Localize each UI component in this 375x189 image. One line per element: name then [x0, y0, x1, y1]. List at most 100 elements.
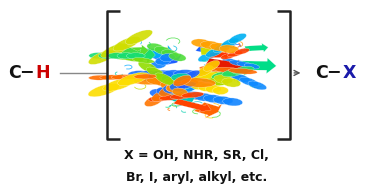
Ellipse shape [111, 54, 133, 60]
Ellipse shape [101, 43, 128, 58]
Ellipse shape [177, 82, 196, 88]
Ellipse shape [155, 57, 171, 65]
FancyArrow shape [161, 77, 188, 89]
Ellipse shape [111, 74, 134, 80]
Ellipse shape [122, 56, 144, 62]
FancyArrow shape [245, 43, 268, 52]
Ellipse shape [156, 87, 172, 96]
Ellipse shape [213, 96, 233, 104]
Ellipse shape [113, 37, 140, 51]
FancyArrow shape [192, 69, 228, 87]
Ellipse shape [222, 58, 237, 64]
FancyArrow shape [188, 71, 217, 83]
Ellipse shape [230, 60, 245, 66]
Ellipse shape [144, 96, 163, 107]
FancyArrow shape [122, 45, 148, 56]
Ellipse shape [155, 73, 175, 85]
Ellipse shape [228, 51, 243, 57]
Ellipse shape [169, 53, 186, 61]
Ellipse shape [125, 30, 153, 44]
Ellipse shape [154, 46, 171, 55]
Ellipse shape [182, 92, 204, 98]
Ellipse shape [214, 66, 233, 75]
Ellipse shape [197, 66, 213, 76]
Ellipse shape [166, 80, 184, 91]
Ellipse shape [222, 69, 244, 77]
Ellipse shape [237, 62, 252, 67]
Ellipse shape [198, 83, 214, 91]
Ellipse shape [139, 70, 162, 78]
Ellipse shape [134, 74, 156, 79]
FancyArrow shape [144, 45, 175, 62]
Ellipse shape [184, 91, 204, 100]
Ellipse shape [128, 71, 151, 78]
Ellipse shape [191, 39, 211, 47]
Ellipse shape [170, 79, 186, 88]
Ellipse shape [203, 95, 223, 103]
Ellipse shape [213, 43, 231, 53]
FancyArrow shape [194, 102, 222, 118]
Ellipse shape [98, 53, 117, 59]
Text: −: − [326, 62, 340, 80]
Ellipse shape [229, 33, 246, 43]
Ellipse shape [210, 43, 230, 51]
Ellipse shape [171, 74, 191, 81]
Text: X = OH, NHR, SR, Cl,: X = OH, NHR, SR, Cl, [124, 149, 269, 162]
Ellipse shape [223, 70, 242, 79]
FancyArrow shape [210, 50, 230, 60]
Ellipse shape [244, 63, 260, 69]
Ellipse shape [223, 98, 243, 106]
Text: X: X [343, 64, 356, 82]
Ellipse shape [152, 91, 170, 101]
Text: −: − [20, 62, 34, 80]
Ellipse shape [108, 53, 126, 59]
Text: H: H [36, 64, 50, 82]
FancyArrow shape [145, 48, 182, 66]
Ellipse shape [248, 81, 267, 90]
Ellipse shape [159, 94, 182, 100]
Ellipse shape [174, 70, 196, 77]
Ellipse shape [234, 48, 249, 54]
Ellipse shape [103, 78, 134, 91]
Ellipse shape [201, 74, 223, 82]
Ellipse shape [181, 78, 216, 87]
Ellipse shape [220, 53, 236, 59]
FancyArrow shape [122, 46, 155, 64]
Ellipse shape [88, 75, 111, 80]
Ellipse shape [126, 53, 145, 59]
Ellipse shape [166, 85, 182, 93]
Ellipse shape [214, 75, 233, 84]
Ellipse shape [170, 93, 193, 99]
Ellipse shape [172, 88, 188, 96]
Ellipse shape [164, 77, 198, 86]
Ellipse shape [100, 75, 123, 80]
Text: Br, I, aryl, alkyl, etc.: Br, I, aryl, alkyl, etc. [126, 171, 267, 184]
FancyArrow shape [111, 43, 141, 58]
Ellipse shape [151, 70, 174, 77]
Ellipse shape [198, 52, 216, 62]
FancyArrow shape [237, 58, 276, 74]
Ellipse shape [160, 53, 176, 62]
FancyArrow shape [173, 99, 211, 112]
Ellipse shape [222, 78, 241, 87]
Ellipse shape [219, 45, 239, 53]
Ellipse shape [152, 75, 171, 83]
Ellipse shape [123, 74, 145, 79]
FancyArrow shape [201, 44, 224, 57]
FancyArrow shape [195, 46, 222, 57]
Ellipse shape [240, 77, 258, 86]
Ellipse shape [194, 93, 214, 101]
Text: C: C [9, 64, 21, 82]
Ellipse shape [203, 60, 220, 71]
Ellipse shape [117, 53, 136, 59]
Ellipse shape [214, 67, 243, 73]
Ellipse shape [221, 38, 239, 48]
FancyArrow shape [170, 76, 198, 91]
Ellipse shape [211, 71, 233, 79]
Ellipse shape [170, 83, 186, 92]
FancyArrow shape [210, 66, 236, 82]
Ellipse shape [191, 82, 207, 90]
Ellipse shape [133, 58, 154, 63]
FancyArrow shape [170, 79, 203, 96]
Ellipse shape [167, 84, 187, 91]
